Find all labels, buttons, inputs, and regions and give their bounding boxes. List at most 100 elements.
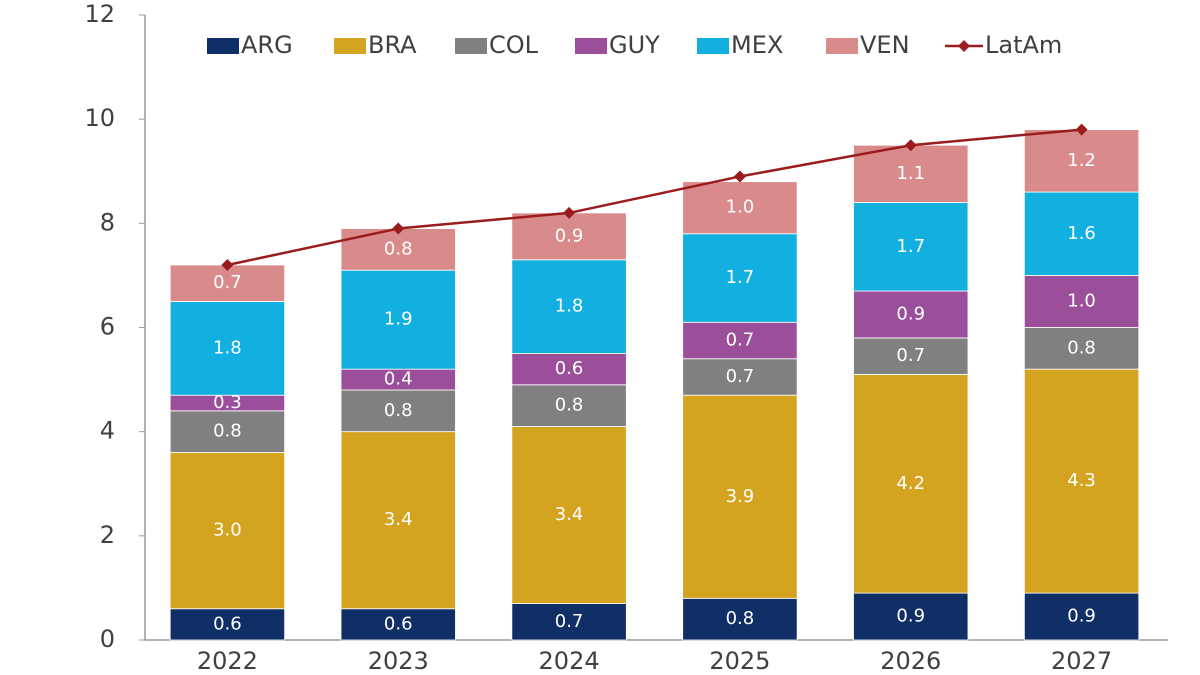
- bar-segment: [853, 290, 969, 339]
- bar-segment: [1023, 275, 1140, 328]
- x-tick-label: 2023: [368, 647, 429, 675]
- legend-swatch: [575, 38, 607, 54]
- bar-segment: [340, 431, 456, 610]
- data-label: 1.7: [896, 236, 925, 257]
- line: [227, 128, 1082, 267]
- y-tick-label: 4: [100, 417, 115, 445]
- data-label: 1.8: [555, 296, 584, 317]
- data-label: 3.4: [384, 509, 413, 530]
- x-tick-label: 2024: [539, 647, 600, 675]
- data-label: 1.9: [384, 309, 413, 330]
- bar-segment: [340, 389, 456, 433]
- data-label: 3.9: [726, 486, 755, 507]
- bar-segment: [511, 426, 627, 604]
- bar-segment: [511, 603, 627, 641]
- bar-segment: [340, 608, 456, 641]
- data-label: 1.0: [726, 197, 755, 218]
- line-marker: [904, 139, 917, 152]
- bar-segment: [853, 337, 969, 375]
- legend-label: LatAm: [985, 31, 1062, 59]
- bar-segment: [169, 264, 286, 302]
- y-tick-label: 10: [84, 104, 115, 132]
- line-marker: [1075, 123, 1088, 136]
- bar-segment: [1023, 368, 1140, 594]
- y-tick-label: 0: [100, 625, 115, 653]
- bar-segment: [511, 212, 627, 261]
- legend-marker: [958, 40, 970, 52]
- legend-label: ARG: [241, 31, 293, 59]
- data-label: 0.6: [555, 358, 584, 379]
- bar-segment: [1023, 191, 1140, 276]
- bar-segment: [1023, 592, 1140, 641]
- data-label: 0.7: [896, 345, 925, 366]
- bar-segment: [853, 373, 969, 594]
- bar-segment: [682, 233, 798, 323]
- legend-label: GUY: [609, 31, 660, 59]
- data-label: 0.9: [555, 225, 584, 246]
- data-label: 0.3: [213, 392, 242, 413]
- bar-segment: [169, 452, 286, 610]
- data-label: 0.8: [384, 400, 413, 421]
- data-label: 4.3: [1067, 470, 1096, 491]
- data-label: 0.7: [213, 272, 242, 293]
- bar-segment: [1023, 129, 1140, 193]
- bar-segment: [169, 608, 286, 641]
- data-label: 1.7: [726, 267, 755, 288]
- data-label: 0.7: [726, 330, 755, 351]
- data-label: 0.8: [555, 395, 584, 416]
- data-label: 0.8: [213, 421, 242, 442]
- y-tick-label: 12: [84, 0, 115, 28]
- bar-segment: [169, 410, 286, 453]
- legend-label: BRA: [368, 31, 417, 59]
- bar-segment: [511, 259, 627, 354]
- x-tick-label: 2022: [197, 647, 258, 675]
- data-label: 0.6: [384, 613, 413, 634]
- data-label: 3.0: [213, 520, 242, 541]
- data-label: 1.6: [1067, 223, 1096, 244]
- bar-segment: [682, 597, 798, 641]
- bar-segment: [682, 358, 798, 396]
- line-marker: [221, 259, 234, 271]
- data-label: 0.7: [726, 366, 755, 387]
- y-tick-label: 6: [100, 313, 115, 341]
- data-label: 0.8: [384, 238, 413, 259]
- legend-swatch: [697, 38, 729, 54]
- data-label: 0.9: [896, 303, 925, 324]
- data-label: 0.4: [384, 369, 413, 390]
- data-label: 1.8: [213, 337, 242, 358]
- data-label: 0.9: [896, 606, 925, 627]
- data-label: 1.0: [1067, 290, 1096, 311]
- x-tick-label: 2027: [1051, 647, 1112, 675]
- data-label: 0.6: [213, 613, 242, 634]
- legend-swatch: [455, 38, 487, 54]
- x-tick-label: 2025: [709, 647, 770, 675]
- data-label: 3.4: [555, 504, 584, 525]
- data-label: 1.1: [896, 163, 925, 184]
- bar-segment: [853, 592, 969, 641]
- bar-segment: [682, 181, 798, 235]
- data-label: 0.8: [726, 608, 755, 629]
- bar-segment: [853, 144, 969, 203]
- legend-label: MEX: [731, 31, 783, 59]
- y-tick-label: 2: [100, 521, 115, 549]
- line-marker: [563, 206, 576, 219]
- line-marker: [392, 222, 405, 235]
- legend-swatch: [334, 38, 366, 54]
- data-label: 0.7: [555, 611, 584, 632]
- data-label: 1.2: [1067, 150, 1096, 171]
- bar-segment: [1023, 327, 1140, 370]
- legend-swatch: [207, 38, 239, 54]
- bar-segment: [340, 269, 456, 370]
- y-tick-label: 8: [100, 208, 115, 236]
- data-label: 0.8: [1067, 337, 1096, 358]
- bar-segment: [682, 394, 798, 599]
- line-marker: [733, 170, 746, 183]
- legend-swatch: [826, 38, 858, 54]
- legend-label: VEN: [860, 31, 910, 59]
- data-label: 4.2: [896, 473, 925, 494]
- bar-segment: [853, 202, 969, 292]
- legend-label: COL: [489, 31, 539, 59]
- data-label: 0.9: [1067, 606, 1096, 627]
